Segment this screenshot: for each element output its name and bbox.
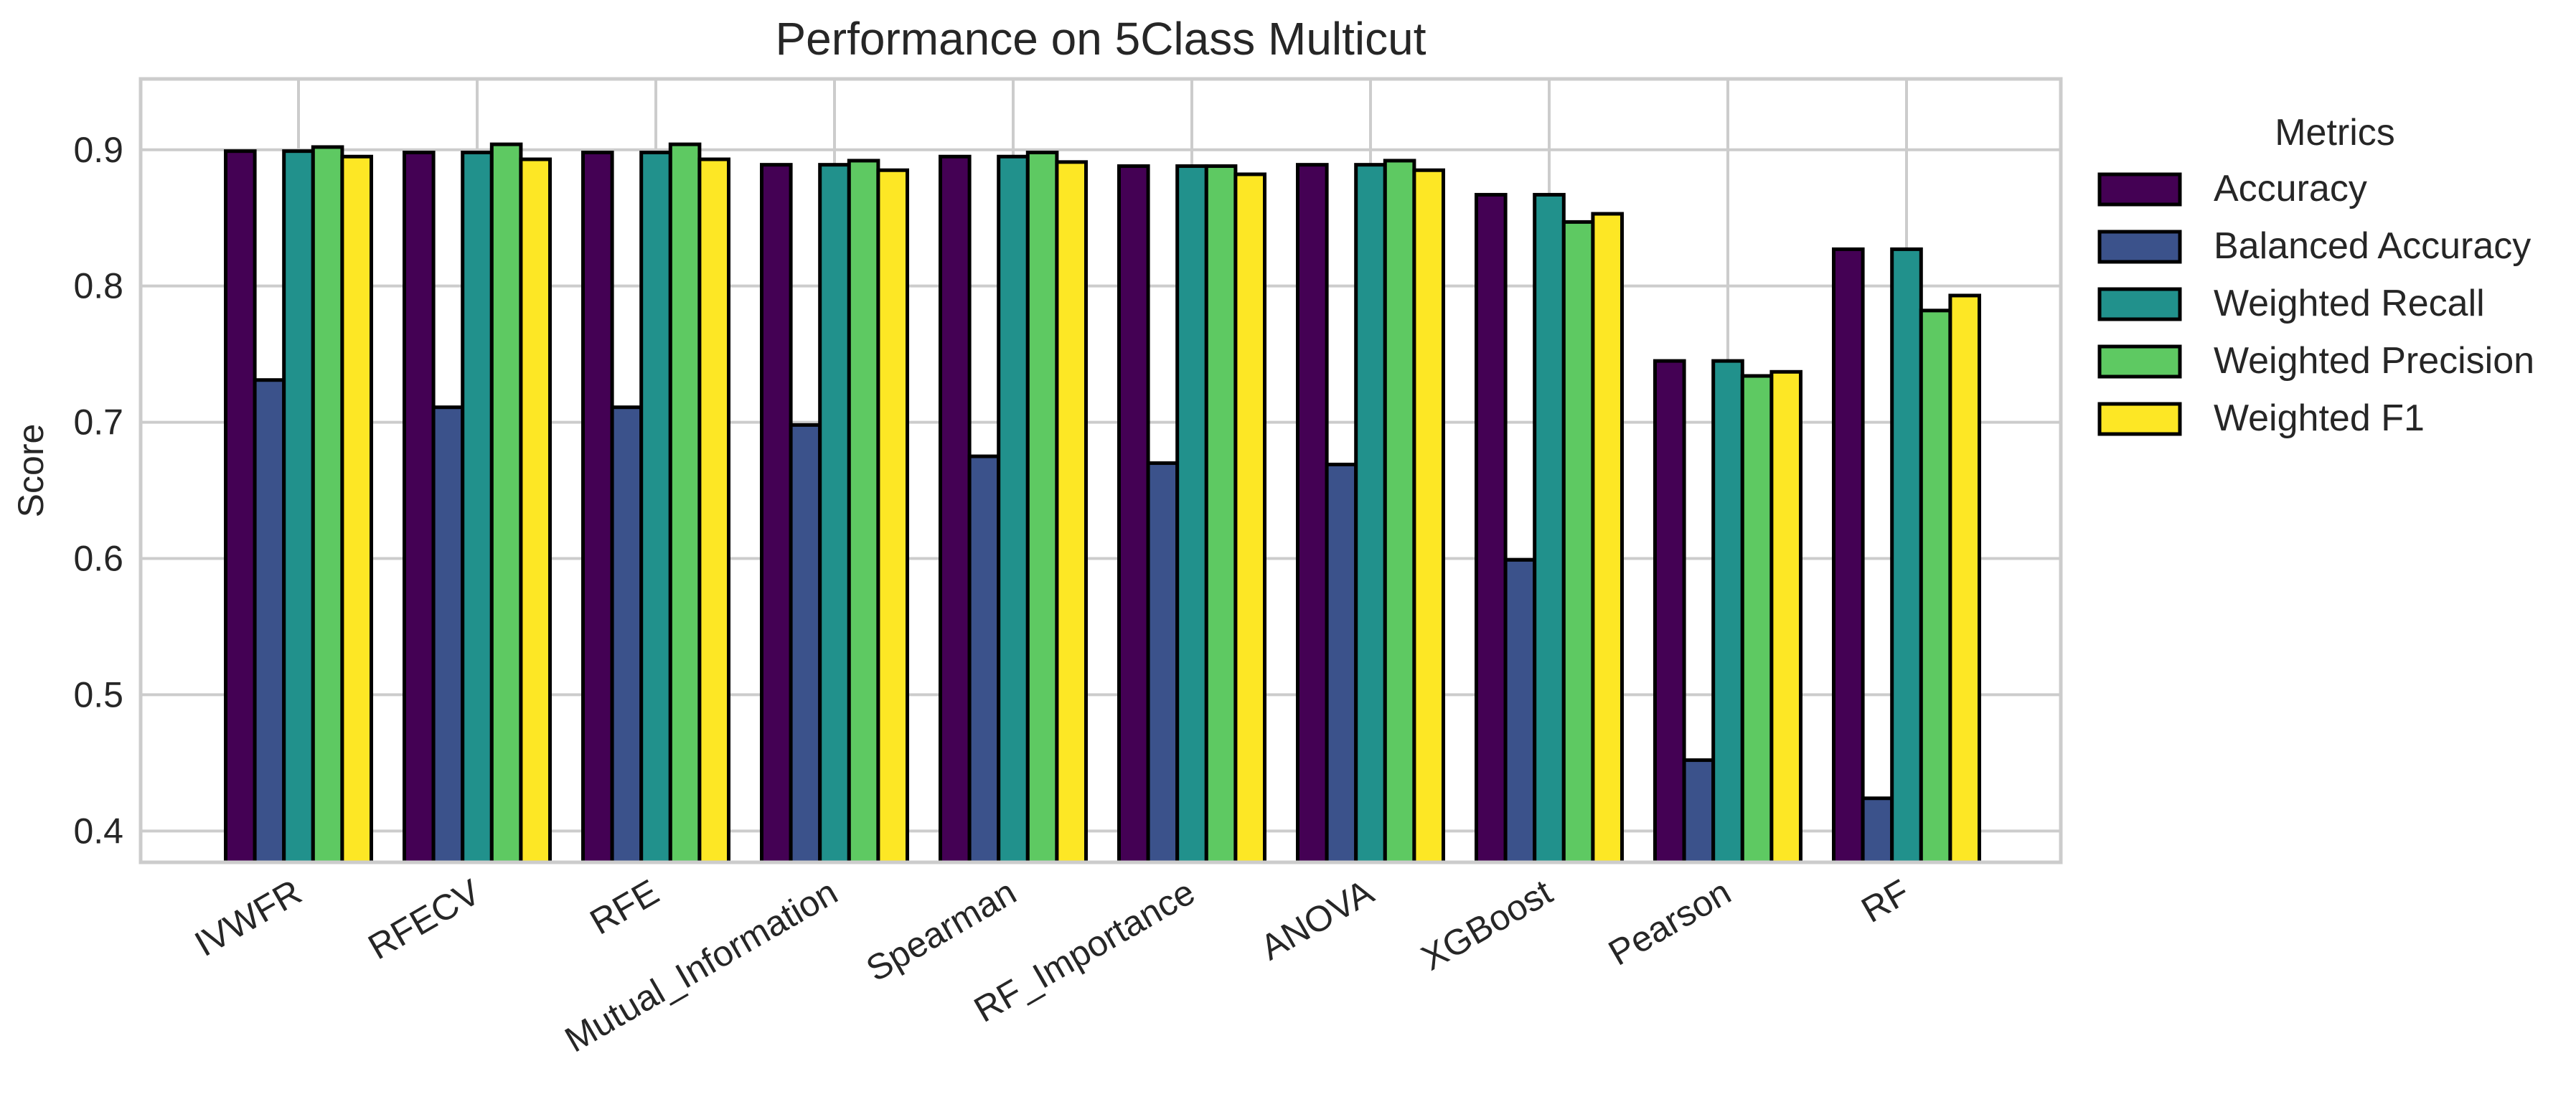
bar-accuracy [1832, 247, 1865, 864]
bar-balanced-accuracy [253, 378, 286, 864]
bar-accuracy [1475, 192, 1508, 864]
bar-weighted-f1 [1769, 369, 1802, 864]
y-tick-label: 0.9 [73, 130, 123, 170]
bar-weighted-f1 [519, 157, 553, 864]
bar-weighted-recall [1354, 163, 1387, 864]
bar-weighted-precision [1204, 164, 1238, 864]
bar-weighted-f1 [1412, 168, 1446, 864]
legend-swatch [2097, 230, 2182, 264]
bar-weighted-recall [639, 151, 672, 864]
legend-entry: Weighted Precision [2214, 340, 2534, 382]
bar-weighted-recall [1175, 164, 1208, 864]
bar-weighted-precision [1025, 151, 1059, 864]
bar-weighted-precision [311, 145, 344, 864]
y-tick-label: 0.6 [73, 538, 123, 578]
x-tick-label: RF [1855, 872, 1917, 930]
bar-accuracy [939, 154, 972, 864]
bar-weighted-precision [1919, 308, 1952, 864]
bar-balanced-accuracy [610, 405, 644, 864]
bar-accuracy [760, 163, 793, 864]
bar-weighted-recall [1711, 359, 1744, 864]
legend-entry: Accuracy [2214, 168, 2367, 209]
legend-swatch [2097, 287, 2182, 321]
legend: Metrics Accuracy Balanced Accuracy Weighte… [2097, 112, 2534, 439]
bar-weighted-recall [1533, 192, 1566, 864]
bar-balanced-accuracy [431, 405, 465, 864]
bar-accuracy [1653, 359, 1686, 864]
x-tick-label: Pearson [1602, 872, 1737, 974]
bar-weighted-precision [1740, 374, 1774, 864]
bar-weighted-recall [997, 154, 1030, 864]
bar-weighted-precision [847, 159, 880, 864]
bar-weighted-f1 [340, 154, 373, 864]
bar-weighted-recall [818, 163, 851, 864]
legend-swatch [2097, 172, 2182, 207]
bar-balanced-accuracy [967, 454, 1001, 864]
bar-weighted-precision [489, 142, 523, 864]
y-tick-label: 0.4 [73, 811, 123, 851]
bar-accuracy [1296, 163, 1329, 864]
x-tick-label: IVWFR [188, 872, 309, 964]
bar-balanced-accuracy [1682, 758, 1716, 864]
legend-entry: Weighted Recall [2214, 283, 2485, 324]
legend-entry: Weighted F1 [2214, 397, 2425, 439]
bar-weighted-f1 [876, 168, 910, 864]
legend-swatch [2097, 402, 2182, 436]
y-tick-label: 0.8 [73, 266, 123, 306]
bar-accuracy [581, 151, 614, 864]
bar-accuracy [403, 151, 436, 864]
bar-weighted-recall [461, 151, 494, 864]
x-tick-label: XGBoost [1414, 872, 1559, 979]
bar-weighted-f1 [1055, 160, 1089, 864]
legend-swatch [2097, 344, 2182, 379]
bar-weighted-recall [1890, 247, 1923, 864]
plot-frame [138, 77, 2063, 864]
bar-weighted-precision [1383, 159, 1416, 864]
bar-weighted-recall [282, 149, 315, 864]
y-axis-label: Score [11, 424, 51, 518]
y-tick-label: 0.7 [73, 402, 123, 443]
bar-balanced-accuracy [1325, 462, 1358, 864]
bar-weighted-f1 [1591, 212, 1624, 864]
bar-accuracy [1117, 164, 1150, 864]
y-tick-label: 0.5 [73, 674, 123, 715]
bar-weighted-precision [668, 142, 702, 864]
bar-weighted-precision [1561, 220, 1595, 864]
x-tick-label: ANOVA [1254, 872, 1381, 968]
bar-balanced-accuracy [1861, 796, 1894, 864]
x-tick-label: Spearman [860, 872, 1023, 989]
bars [224, 142, 1981, 864]
chart-title: Performance on 5Class Multicut [775, 13, 1426, 65]
bar-balanced-accuracy [789, 423, 822, 864]
legend-title: Metrics [2275, 112, 2395, 154]
x-tick-label: RFE [583, 872, 666, 942]
bar-weighted-f1 [1233, 172, 1267, 864]
x-tick-label: RFECV [362, 872, 487, 968]
bar-weighted-f1 [697, 157, 731, 864]
bar-balanced-accuracy [1503, 557, 1537, 864]
bar-accuracy [224, 149, 257, 864]
y-tick-labels: 0.4 0.5 0.6 0.7 0.8 0.9 [73, 130, 123, 852]
bar-weighted-f1 [1948, 293, 1981, 864]
bar-balanced-accuracy [1146, 461, 1180, 864]
legend-entry: Balanced Accuracy [2214, 225, 2531, 267]
